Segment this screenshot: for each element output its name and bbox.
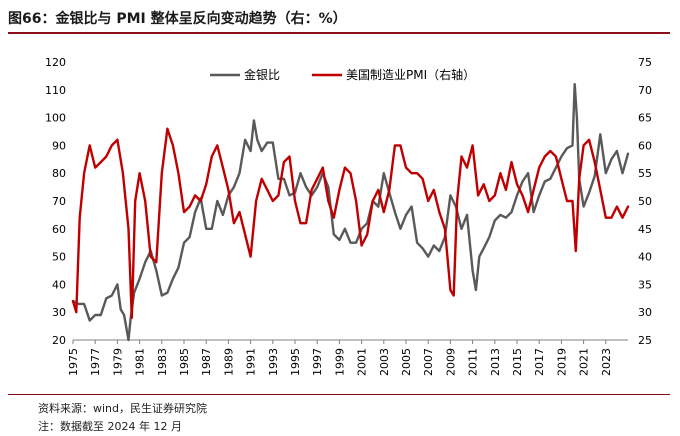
y-left-tick-label: 30 [52, 306, 66, 319]
y-left-tick-label: 60 [52, 223, 66, 236]
y-left-tick-label: 20 [52, 334, 66, 347]
series-line-us-pmi [71, 127, 630, 319]
x-tick-label: 1979 [111, 348, 124, 376]
y-left-tick-label: 120 [45, 56, 66, 69]
x-tick-label: 1991 [245, 348, 258, 376]
x-tick-label: 2007 [422, 348, 435, 376]
footer-divider [8, 394, 670, 395]
x-tick-label: 2017 [533, 348, 546, 376]
y-right-tick-label: 75 [638, 56, 652, 69]
y-right-tick-label: 35 [638, 278, 652, 291]
y-left-tick-label: 110 [45, 84, 66, 97]
data-note: 注：数据截至 2024 年 12 月 [38, 420, 182, 433]
x-tick-label: 2015 [511, 348, 524, 376]
x-tick-label: 2023 [600, 348, 613, 376]
x-tick-label: 1993 [267, 348, 280, 376]
x-tick-label: 2019 [555, 348, 568, 376]
y-right-tick-label: 55 [638, 167, 652, 180]
x-tick-label: 2003 [378, 348, 391, 376]
x-tick-label: 1995 [289, 348, 302, 376]
x-tick-label: 1989 [222, 348, 235, 376]
x-tick-label: 1981 [134, 348, 147, 376]
y-right-tick-label: 30 [638, 306, 652, 319]
x-tick-label: 2021 [578, 348, 591, 376]
series-line-gold-silver-ratio [71, 83, 630, 342]
x-tick-label: 1997 [311, 348, 324, 376]
x-tick-label: 1999 [333, 348, 346, 376]
y-left-tick-label: 80 [52, 167, 66, 180]
y-right-tick-label: 65 [638, 112, 652, 125]
source-note: 资料来源：wind，民生证券研究院 [38, 402, 208, 415]
y-left-tick-label: 40 [52, 278, 66, 291]
x-tick-label: 2001 [356, 348, 369, 376]
x-tick-label: 1975 [67, 348, 80, 376]
x-tick-label: 2013 [489, 348, 502, 376]
y-right-tick-label: 60 [638, 139, 652, 152]
x-tick-label: 2005 [400, 348, 413, 376]
y-right-tick-label: 40 [638, 251, 652, 264]
y-left-tick-label: 50 [52, 251, 66, 264]
y-left-tick-label: 70 [52, 195, 66, 208]
chart-title: 图66：金银比与 PMI 整体呈反向变动趋势（右：%） [8, 11, 347, 27]
y-left-tick-label: 90 [52, 139, 66, 152]
chart-series [71, 83, 630, 342]
title-divider [8, 32, 670, 34]
y-right-tick-label: 50 [638, 195, 652, 208]
y-right-tick-label: 70 [638, 84, 652, 97]
x-tick-label: 1987 [200, 348, 213, 376]
x-tick-label: 2009 [444, 348, 457, 376]
x-tick-label: 2011 [467, 348, 480, 376]
chart-legend: 金银比 美国制造业PMI（右轴） [210, 67, 475, 82]
legend-label-gold-silver: 金银比 [244, 67, 280, 82]
y-left-tick-label: 100 [45, 112, 66, 125]
x-tick-label: 1977 [89, 348, 102, 376]
y-right-tick-label: 45 [638, 223, 652, 236]
x-tick-label: 1983 [156, 348, 169, 376]
y-right-tick-label: 25 [638, 334, 652, 347]
legend-label-pmi: 美国制造业PMI（右轴） [346, 67, 475, 82]
chart-axes: 20 30 40 50 60 70 80 90 100 110 120 25 30 35 40 45 50 55 6… [45, 56, 652, 376]
x-tick-label: 1985 [178, 348, 191, 376]
